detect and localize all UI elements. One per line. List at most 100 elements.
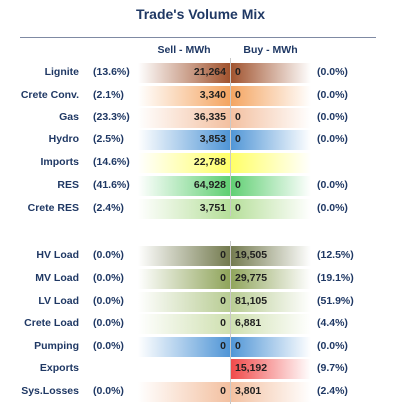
buy-percent: (0.0%) <box>317 133 348 145</box>
table-row: Crete RES (2.4%) 3,751 0 (0.0%) <box>0 199 401 219</box>
buy-percent: (12.5%) <box>317 249 354 261</box>
row-label: Crete Load <box>24 317 79 329</box>
title-rule <box>20 37 376 38</box>
column-divider <box>230 58 231 216</box>
sell-percent: (13.6%) <box>93 66 130 78</box>
sell-value: 21,264 <box>193 66 226 78</box>
buy-percent: (51.9%) <box>317 295 354 307</box>
row-label: Imports <box>40 156 79 168</box>
sell-value: 3,751 <box>199 202 226 214</box>
sell-value: 0 <box>220 317 226 329</box>
sell-percent: (2.4%) <box>93 202 124 214</box>
sell-percent: (0.0%) <box>93 317 124 329</box>
sell-bar <box>138 359 230 379</box>
table-row: RES (41.6%) 64,928 0 (0.0%) <box>0 176 401 196</box>
sell-bar: 0 <box>138 246 230 266</box>
sell-bar: 64,928 <box>138 176 230 196</box>
buy-percent: (9.7%) <box>317 362 348 374</box>
buy-bar: 0 <box>230 63 311 83</box>
buy-value: 0 <box>235 340 241 352</box>
row-label: Crete Conv. <box>20 89 79 101</box>
table-row: LV Load (0.0%) 0 81,105 (51.9%) <box>0 292 401 312</box>
sell-bar: 3,751 <box>138 199 230 219</box>
buy-bar <box>230 153 311 173</box>
buy-value: 0 <box>235 133 241 145</box>
table-row: HV Load (0.0%) 0 19,505 (12.5%) <box>0 246 401 266</box>
row-label: RES <box>57 179 79 191</box>
table-row: Gas (23.3%) 36,335 0 (0.0%) <box>0 108 401 128</box>
buy-bar: 19,505 <box>230 246 311 266</box>
table-row: Hydro (2.5%) 3,853 0 (0.0%) <box>0 130 401 150</box>
sell-value: 0 <box>220 295 226 307</box>
table-row: Lignite (13.6%) 21,264 0 (0.0%) <box>0 63 401 83</box>
sell-percent: (41.6%) <box>93 179 130 191</box>
column-divider <box>230 241 231 404</box>
table-row: Pumping (0.0%) 0 0 (0.0%) <box>0 337 401 357</box>
sell-bar: 0 <box>138 382 230 402</box>
sell-percent: (0.0%) <box>93 272 124 284</box>
buy-bar: 0 <box>230 176 311 196</box>
buy-value: 6,881 <box>235 317 262 329</box>
buy-value: 0 <box>235 111 241 123</box>
buy-value: 19,505 <box>235 249 268 261</box>
table-row: MV Load (0.0%) 0 29,775 (19.1%) <box>0 269 401 289</box>
buy-percent: (4.4%) <box>317 317 348 329</box>
buy-percent: (0.0%) <box>317 89 348 101</box>
sell-percent: (23.3%) <box>93 111 130 123</box>
sell-value: 0 <box>220 249 226 261</box>
row-label: Lignite <box>44 66 79 78</box>
buy-value: 0 <box>235 89 241 101</box>
sell-value: 36,335 <box>193 111 226 123</box>
buy-bar: 81,105 <box>230 292 311 312</box>
table-row: Exports 15,192 (9.7%) <box>0 359 401 379</box>
buy-bar: 0 <box>230 86 311 106</box>
buy-header: Buy - MWh <box>243 44 298 56</box>
table-row: Crete Load (0.0%) 0 6,881 (4.4%) <box>0 314 401 334</box>
sell-value: 0 <box>220 385 226 397</box>
buy-percent: (0.0%) <box>317 340 348 352</box>
buy-bar: 0 <box>230 108 311 128</box>
sell-percent: (0.0%) <box>93 295 124 307</box>
sell-percent: (0.0%) <box>93 385 124 397</box>
row-label: Gas <box>59 111 79 123</box>
buy-percent: (19.1%) <box>317 272 354 284</box>
buy-percent: (0.0%) <box>317 202 348 214</box>
buy-value: 0 <box>235 66 241 78</box>
sell-percent: (2.5%) <box>93 133 124 145</box>
page-title: Trade's Volume Mix <box>135 6 266 22</box>
sell-value: 22,788 <box>193 156 226 168</box>
table-row: Crete Conv. (2.1%) 3,340 0 (0.0%) <box>0 86 401 106</box>
buy-percent: (0.0%) <box>317 111 348 123</box>
buy-value: 29,775 <box>235 272 268 284</box>
sell-value: 3,853 <box>199 133 226 145</box>
row-label: Sys.Losses <box>21 385 79 397</box>
sell-bar: 3,340 <box>138 86 230 106</box>
sell-bar: 22,788 <box>138 153 230 173</box>
buy-bar: 15,192 <box>230 359 311 379</box>
row-label: Pumping <box>34 340 79 352</box>
row-label: Crete RES <box>27 202 79 214</box>
row-label: MV Load <box>35 272 79 284</box>
buy-bar: 3,801 <box>230 382 311 402</box>
buy-bar: 0 <box>230 199 311 219</box>
sell-value: 0 <box>220 272 226 284</box>
buy-bar: 6,881 <box>230 314 311 334</box>
buy-value: 3,801 <box>235 385 262 397</box>
row-label: Exports <box>39 362 79 374</box>
sell-value: 64,928 <box>193 179 226 191</box>
buy-bar: 0 <box>230 337 311 357</box>
sell-header: Sell - MWh <box>157 44 211 56</box>
sell-bar: 21,264 <box>138 63 230 83</box>
sell-bar: 0 <box>138 337 230 357</box>
sell-percent: (0.0%) <box>93 249 124 261</box>
sell-percent: (2.1%) <box>93 89 124 101</box>
buy-percent: (2.4%) <box>317 385 348 397</box>
row-label: HV Load <box>36 249 79 261</box>
table-row: Imports (14.6%) 22,788 <box>0 153 401 173</box>
sell-bar: 0 <box>138 292 230 312</box>
sell-value: 3,340 <box>199 89 226 101</box>
sell-percent: (14.6%) <box>93 156 130 168</box>
buy-percent: (0.0%) <box>317 66 348 78</box>
sell-value: 0 <box>220 340 226 352</box>
row-label: LV Load <box>38 295 79 307</box>
